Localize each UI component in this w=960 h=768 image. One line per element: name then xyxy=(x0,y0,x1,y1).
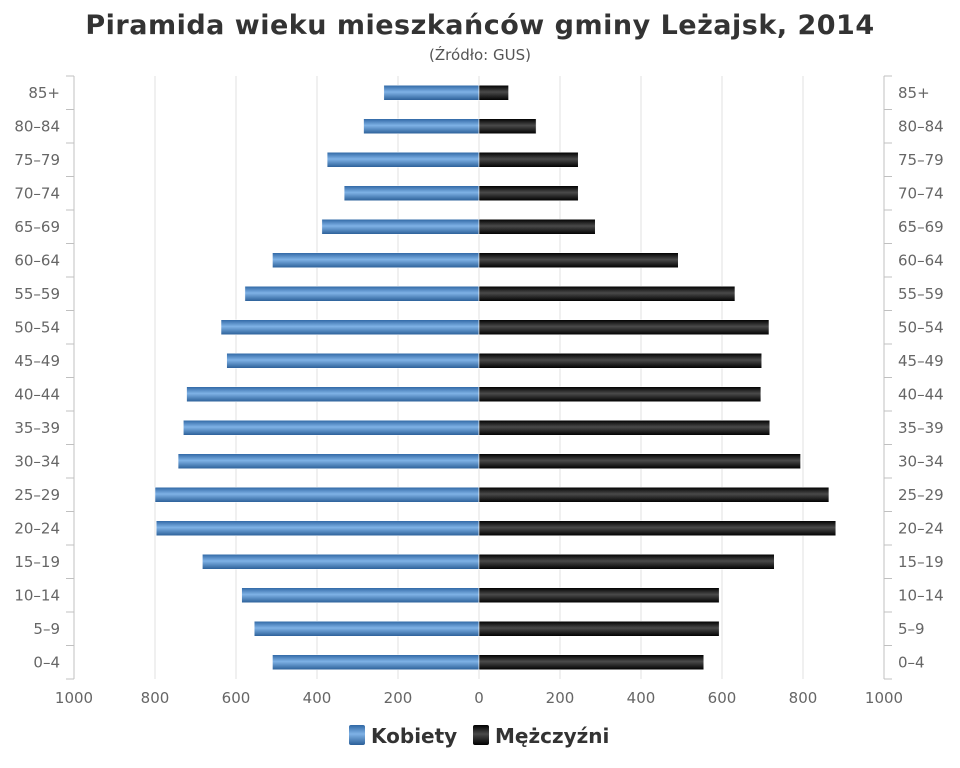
y-category-label-left: 70–74 xyxy=(14,184,60,202)
legend-label-mezczyzni[interactable]: Mężczyźni xyxy=(495,724,609,748)
y-category-label-right: 85+ xyxy=(898,84,930,102)
y-category-label-left: 85+ xyxy=(28,84,60,102)
bar-kobiety[interactable] xyxy=(226,353,480,369)
bar-kobiety[interactable] xyxy=(155,520,480,536)
bar-mezczyzni[interactable] xyxy=(478,353,762,369)
y-category-label-right: 80–84 xyxy=(898,117,944,135)
y-category-label-left: 35–39 xyxy=(14,419,60,437)
y-category-label-left: 15–19 xyxy=(14,553,60,571)
chart-subtitle: (Źródło: GUS) xyxy=(429,45,531,64)
y-category-label-left: 20–24 xyxy=(14,519,60,537)
bar-kobiety[interactable] xyxy=(272,654,480,670)
legend-swatch-mezczyzni[interactable] xyxy=(473,725,489,745)
bar-kobiety[interactable] xyxy=(321,219,480,235)
y-category-label-right: 65–69 xyxy=(898,218,944,236)
bar-mezczyzni[interactable] xyxy=(478,85,509,101)
y-category-label-left: 45–49 xyxy=(14,352,60,370)
y-category-label-right: 20–24 xyxy=(898,519,944,537)
bar-kobiety[interactable] xyxy=(244,286,480,302)
bars-group xyxy=(154,85,837,670)
y-category-label-left: 80–84 xyxy=(14,117,60,135)
y-category-label-right: 35–39 xyxy=(898,419,944,437)
x-tick-label: 800 xyxy=(141,689,170,707)
bar-kobiety[interactable] xyxy=(253,621,480,637)
y-category-label-right: 25–29 xyxy=(898,486,944,504)
bar-mezczyzni[interactable] xyxy=(478,118,537,134)
y-category-label-right: 30–34 xyxy=(898,452,944,470)
bar-mezczyzni[interactable] xyxy=(478,654,705,670)
y-category-label-right: 70–74 xyxy=(898,184,944,202)
bar-kobiety[interactable] xyxy=(326,152,480,168)
x-tick-label: 0 xyxy=(474,689,484,707)
bar-kobiety[interactable] xyxy=(220,319,480,335)
y-category-label-left: 25–29 xyxy=(14,486,60,504)
bar-kobiety[interactable] xyxy=(383,85,480,101)
bar-kobiety[interactable] xyxy=(363,118,480,134)
y-category-label-left: 55–59 xyxy=(14,285,60,303)
bar-mezczyzni[interactable] xyxy=(478,219,596,235)
y-category-label-right: 50–54 xyxy=(898,318,944,336)
bar-kobiety[interactable] xyxy=(241,587,480,603)
bar-mezczyzni[interactable] xyxy=(478,554,775,570)
bar-kobiety[interactable] xyxy=(272,252,480,268)
y-category-label-right: 60–64 xyxy=(898,251,944,269)
y-category-label-right: 10–14 xyxy=(898,586,944,604)
y-category-label-left: 65–69 xyxy=(14,218,60,236)
axes-group: 1000 800 600 400 200 0 200 400 600 800 1000 85+ 85+ 8… xyxy=(14,75,944,707)
x-tick-label: 1000 xyxy=(865,689,903,707)
y-category-label-left: 50–54 xyxy=(14,318,60,336)
chart-title: Piramida wieku mieszkańców gminy Leżajsk… xyxy=(85,10,874,41)
y-category-label-right: 5–9 xyxy=(898,620,925,638)
x-tick-label: 400 xyxy=(303,689,332,707)
bar-mezczyzni[interactable] xyxy=(478,420,771,436)
bar-kobiety[interactable] xyxy=(177,453,480,469)
bar-mezczyzni[interactable] xyxy=(478,252,679,268)
bar-mezczyzni[interactable] xyxy=(478,185,579,201)
bar-mezczyzni[interactable] xyxy=(478,621,720,637)
bar-kobiety[interactable] xyxy=(154,487,480,503)
y-category-label-left: 10–14 xyxy=(14,586,60,604)
y-category-label-left: 30–34 xyxy=(14,452,60,470)
y-category-label-right: 55–59 xyxy=(898,285,944,303)
x-tick-label: 600 xyxy=(708,689,737,707)
bar-mezczyzni[interactable] xyxy=(478,319,770,335)
x-tick-label: 200 xyxy=(384,689,413,707)
y-category-label-left: 40–44 xyxy=(14,385,60,403)
bar-kobiety[interactable] xyxy=(186,386,480,402)
bar-mezczyzni[interactable] xyxy=(478,152,579,168)
legend-swatch-kobiety[interactable] xyxy=(349,725,365,745)
bar-mezczyzni[interactable] xyxy=(478,386,762,402)
y-category-label-right: 15–19 xyxy=(898,553,944,571)
x-tick-label: 600 xyxy=(222,689,251,707)
bar-kobiety[interactable] xyxy=(343,185,480,201)
bar-kobiety[interactable] xyxy=(183,420,480,436)
bar-mezczyzni[interactable] xyxy=(478,487,830,503)
x-tick-label: 1000 xyxy=(55,689,93,707)
bar-mezczyzni[interactable] xyxy=(478,286,736,302)
bar-kobiety[interactable] xyxy=(202,554,480,570)
y-category-label-left: 0–4 xyxy=(33,653,60,671)
y-category-label-left: 5–9 xyxy=(33,620,60,638)
bar-mezczyzni[interactable] xyxy=(478,587,720,603)
y-category-label-right: 45–49 xyxy=(898,352,944,370)
y-category-label-right: 0–4 xyxy=(898,653,925,671)
y-category-label-left: 60–64 xyxy=(14,251,60,269)
bar-mezczyzni[interactable] xyxy=(478,520,837,536)
x-tick-label: 400 xyxy=(627,689,656,707)
y-category-label-left: 75–79 xyxy=(14,151,60,169)
y-category-label-right: 75–79 xyxy=(898,151,944,169)
y-category-label-right: 40–44 xyxy=(898,385,944,403)
x-tick-label: 800 xyxy=(789,689,818,707)
x-tick-label: 200 xyxy=(546,689,575,707)
legend-label-kobiety[interactable]: Kobiety xyxy=(371,724,457,748)
bar-mezczyzni[interactable] xyxy=(478,453,801,469)
legend[interactable]: Kobiety Mężczyźni xyxy=(349,724,609,748)
